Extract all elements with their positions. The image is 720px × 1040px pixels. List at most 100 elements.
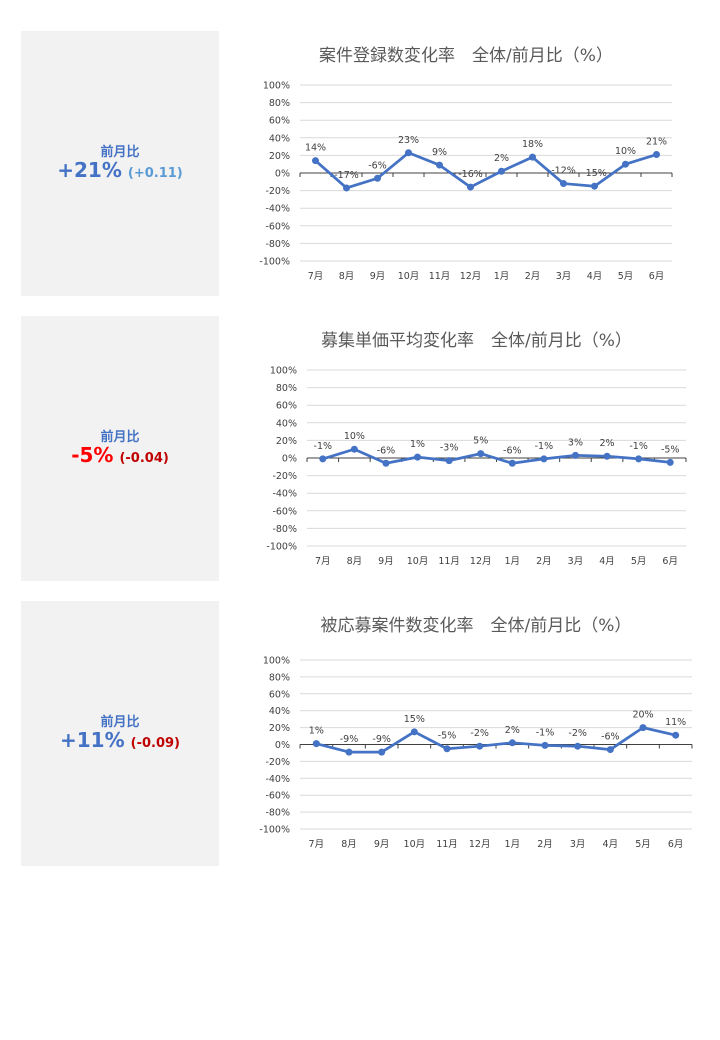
x-tick-label: 6月 [668,839,684,850]
x-tick-label: 3月 [556,271,572,282]
data-label: 18% [522,139,543,150]
series-line [322,447,671,465]
x-tick-label: 2月 [537,839,553,850]
x-tick-label: 1月 [494,271,510,282]
x-tick-label: 6月 [649,271,665,282]
data-label: -6% [503,445,521,456]
x-tick-label: 12月 [469,839,491,850]
data-label: -5% [438,731,457,742]
data-label: 2% [505,725,520,736]
data-point [436,161,443,169]
x-tick-label: 5月 [618,271,634,282]
data-label: 21% [646,137,667,148]
data-label: 1% [309,726,324,737]
x-tick-label: 2月 [536,556,552,567]
panel-value: +11% [60,728,125,752]
chart-registrations: 案件登録数変化率 全体/前月比（%） 100% 80% 60% 40% 20% 0% -20%… [250,31,700,296]
x-tick-label: 12月 [460,271,482,282]
data-label: 3% [568,437,583,448]
data-point [443,745,451,753]
panel-label: 前月比 [100,430,140,445]
panel-value-line: -5% (-0.04) [21,443,219,467]
data-point [508,459,516,467]
y-tick-label: 80% [276,383,297,394]
y-tick-label: 20% [269,723,290,734]
x-tick-label: 8月 [339,271,355,282]
x-tick-label: 10月 [404,839,426,850]
data-point [635,455,643,463]
data-label: -9% [340,734,359,745]
data-point [343,184,350,192]
x-tick-label: 9月 [370,271,386,282]
data-label: -1% [629,441,648,452]
x-tick-label: 7月 [308,271,324,282]
data-label: 10% [615,146,636,157]
data-label: 10% [344,431,365,442]
summary-panel-unit-price: 前月比 -5% (-0.04) [21,316,219,581]
x-tick-label: 11月 [429,271,451,282]
y-tick-label: -40% [265,204,290,215]
y-tick-label: -100% [259,257,290,268]
data-label: -5% [661,444,680,455]
chart-unit-price: 募集単価平均変化率 全体/前月比（%） 100% 80% 60% 40% 20% 0% -20… [250,316,700,581]
x-tick-label: 3月 [570,839,586,850]
chart-title: 募集単価平均変化率 全体/前月比（%） [321,331,632,351]
x-tick-label: 12月 [470,556,492,567]
data-label: -2% [470,728,489,739]
y-tick-label: -20% [265,186,290,197]
y-tick-label: 100% [270,366,297,377]
data-label: -1% [535,441,554,452]
y-tick-label: -60% [265,221,290,232]
panel-label: 前月比 [100,145,140,160]
x-tick-label: 10月 [398,271,420,282]
data-point [606,746,614,754]
data-point [378,748,386,756]
data-label: -17% [334,170,359,181]
x-tick-label: 9月 [378,556,394,567]
data-point [560,180,567,188]
x-tick-label: 4月 [587,271,603,282]
y-tick-label: 20% [269,151,290,162]
data-point [467,183,474,191]
data-point [571,451,579,459]
x-tick-label: 1月 [505,839,521,850]
data-label: -2% [568,728,587,739]
x-tick-label: 4月 [599,556,615,567]
x-tick-label: 7月 [315,556,331,567]
y-tick-label: -40% [272,489,297,500]
data-point [405,149,412,157]
data-point [374,174,381,182]
data-point [541,741,549,749]
panel-value-line: +21% (+0.11) [21,158,219,182]
data-point [410,728,418,736]
data-point [345,748,353,756]
data-label: 5% [473,436,488,447]
data-point [382,459,390,467]
x-tick-label: 5月 [635,839,651,850]
y-tick-label: -80% [265,239,290,250]
data-point [319,455,327,463]
data-point [672,731,680,739]
x-tick-label: 11月 [438,556,460,567]
y-tick-label: -100% [259,825,290,836]
data-label: 2% [600,438,615,449]
data-point [540,455,548,463]
x-tick-label: 3月 [568,556,584,567]
y-tick-label: 80% [269,98,290,109]
y-tick-label: -80% [265,808,290,819]
y-tick-label: -20% [272,471,297,482]
y-tick-label: 0% [275,169,290,180]
data-label: 2% [494,153,509,164]
x-tick-label: 11月 [436,839,458,850]
data-point [666,458,674,466]
data-point [639,724,647,732]
panel-delta: (+0.11) [127,166,183,181]
data-label: -12% [551,166,576,177]
panel-delta: (-0.09) [130,736,180,751]
x-tick-label: 4月 [603,839,619,850]
data-point [312,740,320,748]
data-label: -6% [601,732,620,743]
y-tick-label: 60% [276,401,297,412]
y-tick-label: 0% [275,740,290,751]
chart-title: 案件登録数変化率 全体/前月比（%） [319,46,613,66]
